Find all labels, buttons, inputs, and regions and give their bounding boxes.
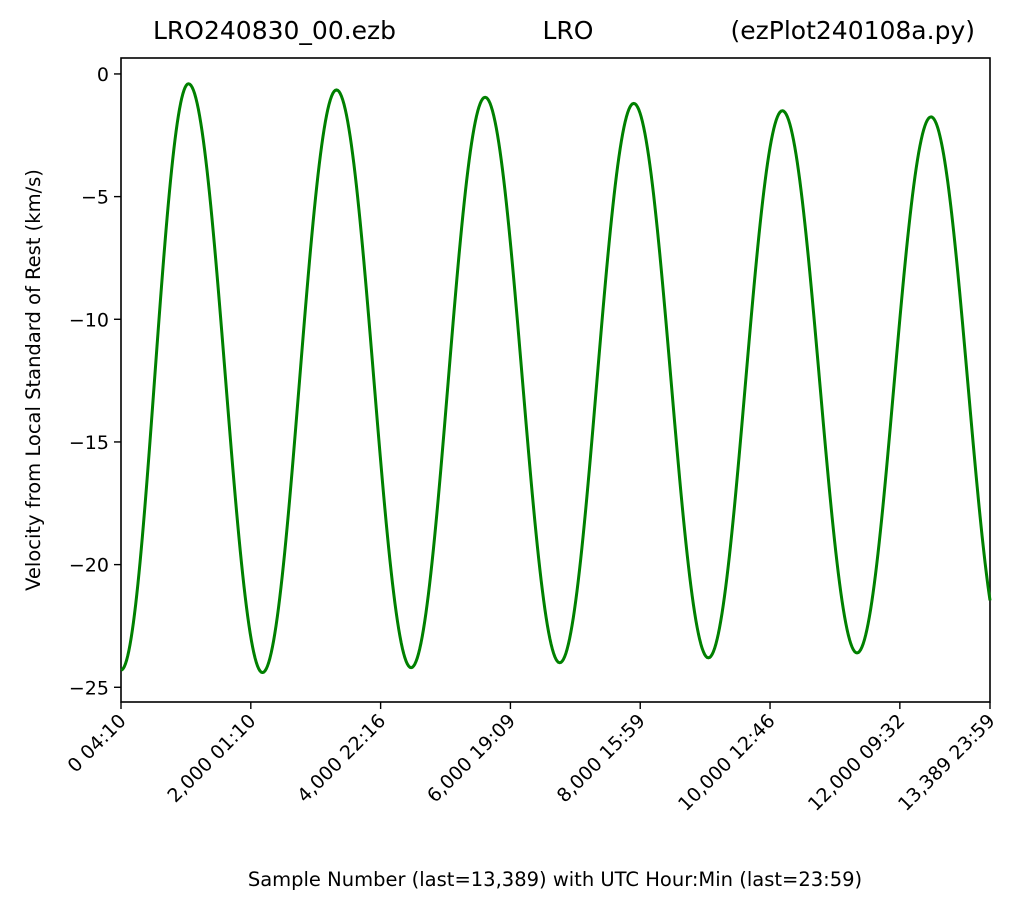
plot-frame [120,57,991,703]
y-axis: 0 −5 −10 −15 −20 −25 [69,64,121,699]
y-axis-label: Velocity from Local Standard of Rest (km… [22,169,45,591]
series-layer [120,82,992,675]
header-script: (ezPlot240108a.py) [731,16,976,45]
header-filename: LRO240830_00.ezb [153,16,396,45]
x-axis-label: Sample Number (last=13,389) with UTC Hou… [248,868,862,891]
header: LRO240830_00.ezb LRO (ezPlot240108a.py) [153,16,975,45]
y-tick-label: −15 [69,432,109,454]
header-station: LRO [543,16,594,45]
velocity-series-line [120,82,992,675]
y-tick-label: −10 [69,309,109,331]
y-tick-label: −5 [81,187,109,209]
y-tick-label: −25 [69,677,109,699]
y-tick-label: 0 [97,64,109,86]
y-tick-label: −20 [69,555,109,577]
